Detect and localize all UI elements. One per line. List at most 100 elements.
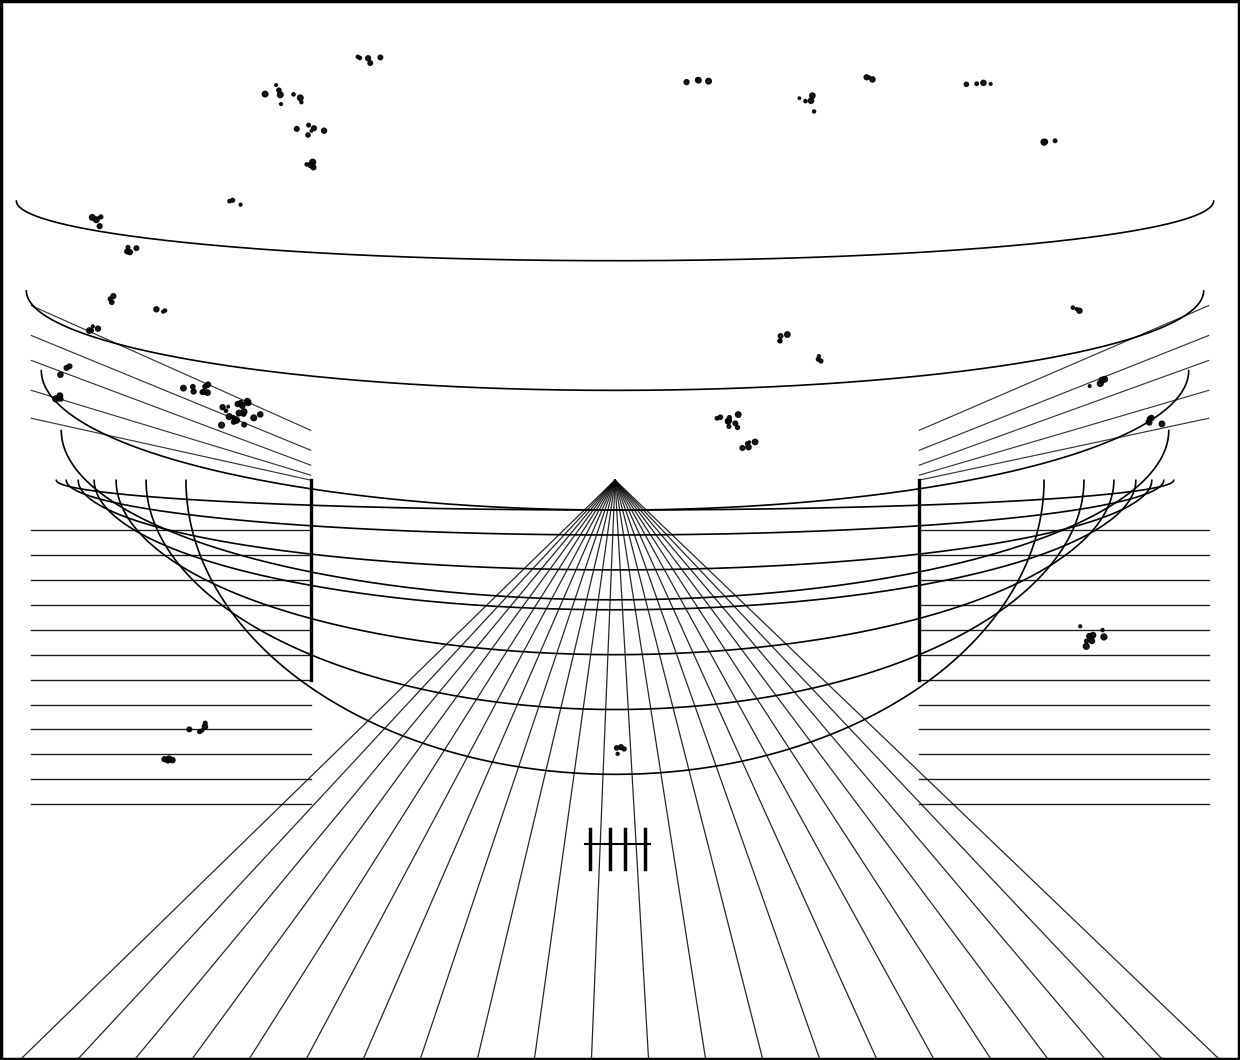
Point [232, 398, 252, 414]
Point [769, 333, 789, 350]
Point [1076, 638, 1096, 655]
Point [859, 69, 879, 86]
Point [51, 367, 71, 384]
Point [159, 750, 179, 767]
Point [218, 399, 238, 416]
Point [611, 739, 631, 756]
Point [303, 154, 322, 171]
Point [688, 72, 708, 89]
Point [82, 322, 102, 339]
Point [358, 50, 378, 67]
Point [184, 378, 203, 395]
Point [973, 74, 993, 91]
Point [707, 410, 727, 427]
Point [231, 196, 250, 213]
Point [155, 302, 175, 319]
Point [1095, 371, 1115, 388]
Point [802, 87, 822, 104]
Point [1066, 301, 1086, 318]
Point [154, 303, 174, 320]
Point [770, 333, 790, 350]
Point [350, 50, 370, 67]
Point [1080, 628, 1100, 644]
Point [733, 440, 753, 457]
Point [1140, 414, 1159, 431]
Point [192, 384, 212, 401]
Point [299, 117, 319, 134]
Point [614, 741, 634, 758]
Point [229, 405, 249, 422]
Point [718, 413, 738, 430]
Point [51, 390, 71, 407]
Point [270, 86, 290, 103]
Point [304, 159, 324, 176]
Point [103, 287, 123, 304]
Point [1090, 375, 1110, 392]
Point [314, 122, 334, 139]
Point [1035, 134, 1055, 151]
Point [290, 89, 310, 106]
Point [1138, 413, 1158, 430]
Point [190, 723, 210, 740]
Point [805, 103, 825, 120]
Point [227, 412, 247, 429]
Point [226, 411, 246, 428]
Point [1076, 633, 1096, 650]
Point [1083, 633, 1102, 650]
Point [301, 157, 321, 174]
Point [796, 92, 816, 109]
Point [296, 156, 316, 173]
Point [83, 318, 103, 335]
Point [719, 409, 739, 426]
Point [267, 76, 286, 93]
Point [981, 75, 1001, 92]
Point [1092, 621, 1112, 638]
Point [1070, 618, 1090, 635]
Point [284, 86, 304, 103]
Point [219, 193, 239, 210]
Point [863, 71, 883, 88]
Point [770, 328, 790, 345]
Point [1070, 302, 1090, 319]
Point [87, 211, 107, 228]
Point [286, 121, 306, 138]
Point [118, 243, 138, 260]
Point [1152, 416, 1172, 432]
Point [184, 383, 203, 400]
Point [195, 378, 215, 395]
Point [223, 409, 243, 426]
Point [198, 376, 218, 393]
Point [719, 418, 739, 435]
Point [790, 90, 810, 107]
Point [155, 750, 175, 767]
Point [126, 240, 146, 257]
Point [956, 76, 976, 93]
Point [728, 419, 748, 436]
Point [777, 326, 797, 343]
Point [687, 71, 707, 88]
Point [238, 394, 258, 411]
Point [79, 322, 99, 339]
Point [212, 417, 232, 434]
Point [219, 408, 239, 425]
Point [808, 348, 828, 365]
Point [811, 353, 831, 370]
Point [146, 301, 166, 318]
Point [298, 126, 317, 143]
Point [857, 69, 877, 86]
Point [608, 745, 627, 762]
Point [223, 413, 243, 430]
Point [291, 93, 311, 110]
Point [728, 406, 748, 423]
Point [745, 434, 765, 450]
Point [1140, 410, 1159, 427]
Point [102, 294, 122, 311]
Point [223, 192, 243, 209]
Point [213, 399, 233, 416]
Point [162, 752, 182, 768]
Point [255, 86, 275, 103]
Point [228, 395, 248, 412]
Point [967, 75, 987, 92]
Point [677, 73, 697, 90]
Point [698, 73, 718, 90]
